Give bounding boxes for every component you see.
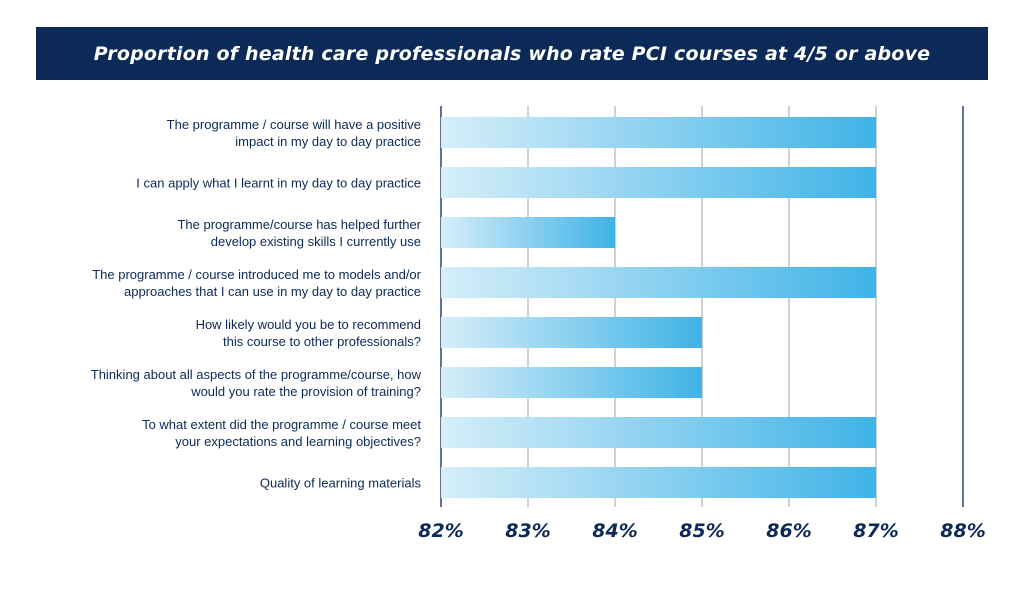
category-label: Thinking about all aspects of the progra… <box>91 367 422 382</box>
bar <box>441 267 876 298</box>
x-tick-label: 83% <box>505 520 550 542</box>
category-label: Quality of learning materials <box>260 476 422 491</box>
x-tick-label: 85% <box>679 520 724 542</box>
chart-title: Proportion of health care professionals … <box>93 42 931 65</box>
x-axis-tick-labels: 82% 83% 84% 85% 86% 87% 88% <box>418 520 985 542</box>
x-tick-label: 84% <box>592 520 637 542</box>
x-tick-label: 82% <box>418 520 463 542</box>
bar <box>441 417 876 448</box>
category-label: The programme / course will have a posit… <box>167 117 421 132</box>
bar <box>441 317 702 348</box>
category-labels: The programme / course will have a posit… <box>91 117 422 491</box>
x-tick-label: 86% <box>766 520 811 542</box>
category-label: would you rate the provision of training… <box>190 384 421 399</box>
category-label: your expectations and learning objective… <box>175 434 421 449</box>
bar <box>441 467 876 498</box>
category-label: To what extent did the programme / cours… <box>142 417 421 432</box>
bar <box>441 217 615 248</box>
chart-title-bar: Proportion of health care professionals … <box>36 27 988 80</box>
category-label: this course to other professionals? <box>223 334 421 349</box>
category-label: The programme/course has helped further <box>177 217 421 232</box>
category-label: approaches that I can use in my day to d… <box>124 284 421 299</box>
category-label: impact in my day to day practice <box>235 134 421 149</box>
bars <box>441 117 876 498</box>
x-tick-label: 87% <box>853 520 898 542</box>
bar <box>441 117 876 148</box>
category-label: I can apply what I learnt in my day to d… <box>136 176 421 191</box>
category-label: The programme / course introduced me to … <box>92 267 421 282</box>
bar <box>441 367 702 398</box>
x-tick-label: 88% <box>940 520 985 542</box>
category-label: How likely would you be to recommend <box>196 317 421 332</box>
bar <box>441 167 876 198</box>
category-label: develop existing skills I currently use <box>211 234 421 249</box>
